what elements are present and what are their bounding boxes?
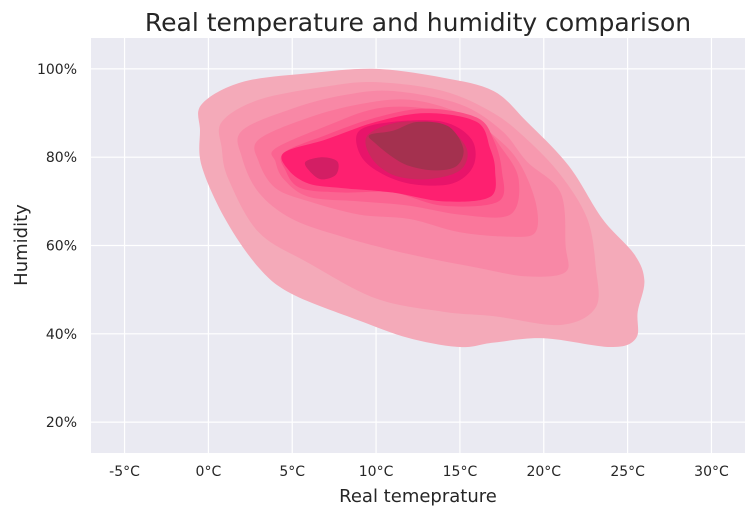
x-tick-label: 5°C <box>279 464 305 480</box>
y-axis-ticks: 20% 40% 60% 80% 100% <box>37 62 77 431</box>
x-tick-label: 15°C <box>443 464 478 480</box>
x-tick-label: 30°C <box>694 464 729 480</box>
y-tick-label: 60% <box>46 239 77 255</box>
chart-title: Real temperature and humidity comparison <box>145 8 691 37</box>
density-level-10 <box>368 121 464 171</box>
x-tick-label: 0°C <box>196 464 222 480</box>
y-tick-label: 100% <box>37 62 77 78</box>
density-contours <box>198 68 645 348</box>
y-tick-label: 20% <box>46 415 77 431</box>
y-tick-label: 40% <box>46 327 77 343</box>
x-tick-label: 25°C <box>610 464 645 480</box>
x-tick-label: -5°C <box>109 464 140 480</box>
x-axis-ticks: -5°C 0°C 5°C 10°C 15°C 20°C 25°C 30°C <box>109 464 729 480</box>
x-tick-label: 10°C <box>359 464 394 480</box>
density-level-9 <box>304 157 339 180</box>
y-tick-label: 80% <box>46 150 77 166</box>
x-tick-label: 20°C <box>526 464 561 480</box>
y-axis-label: Humidity <box>11 204 32 286</box>
x-axis-label: Real temeprature <box>339 486 497 507</box>
